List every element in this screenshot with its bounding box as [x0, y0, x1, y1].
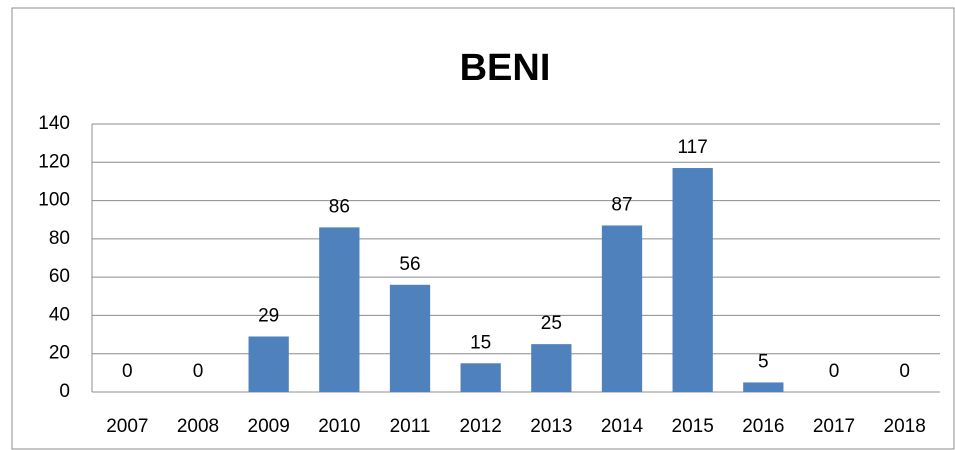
x-tick-label: 2010: [318, 416, 360, 437]
bar: [319, 227, 360, 392]
y-tick-label: 60: [49, 266, 70, 287]
x-tick-label: 2011: [390, 416, 431, 437]
data-label: 0: [899, 361, 910, 382]
bar: [389, 284, 431, 392]
y-tick-label: 140: [38, 113, 70, 134]
bar: [601, 225, 643, 392]
x-tick-label: 2007: [106, 416, 148, 437]
x-tick-label: 2012: [460, 416, 502, 437]
y-tick-label: 80: [49, 228, 70, 249]
data-label: 5: [758, 351, 769, 372]
y-tick-label: 0: [59, 381, 70, 402]
x-tick-label: 2015: [672, 416, 714, 437]
data-label: 86: [329, 196, 350, 217]
y-tick-label: 100: [38, 190, 70, 211]
x-tick-label: 2016: [742, 416, 784, 437]
x-tick-label: 2013: [530, 416, 572, 437]
data-label: 0: [193, 361, 204, 382]
bar: [460, 363, 501, 392]
y-tick-label: 120: [38, 151, 70, 172]
data-label: 117: [678, 137, 708, 158]
x-tick-label: 2014: [601, 416, 644, 437]
bar: [672, 168, 713, 392]
x-tick-label: 2018: [884, 416, 926, 437]
y-tick-label: 40: [49, 304, 70, 325]
x-tick-label: 2017: [813, 416, 855, 437]
data-label: 0: [829, 361, 840, 382]
data-label: 87: [611, 194, 632, 215]
data-label: 15: [470, 332, 491, 353]
x-tick-label: 2009: [248, 416, 290, 437]
data-label: 0: [122, 361, 133, 382]
bar: [248, 336, 289, 392]
chart-title: BENI: [460, 47, 551, 89]
data-label: 25: [541, 313, 562, 334]
bar: [743, 382, 784, 392]
x-tick-label: 2008: [177, 416, 219, 437]
bar: [531, 344, 572, 392]
data-label: 56: [399, 254, 420, 275]
y-tick-label: 20: [49, 343, 70, 364]
data-label: 29: [258, 306, 279, 327]
